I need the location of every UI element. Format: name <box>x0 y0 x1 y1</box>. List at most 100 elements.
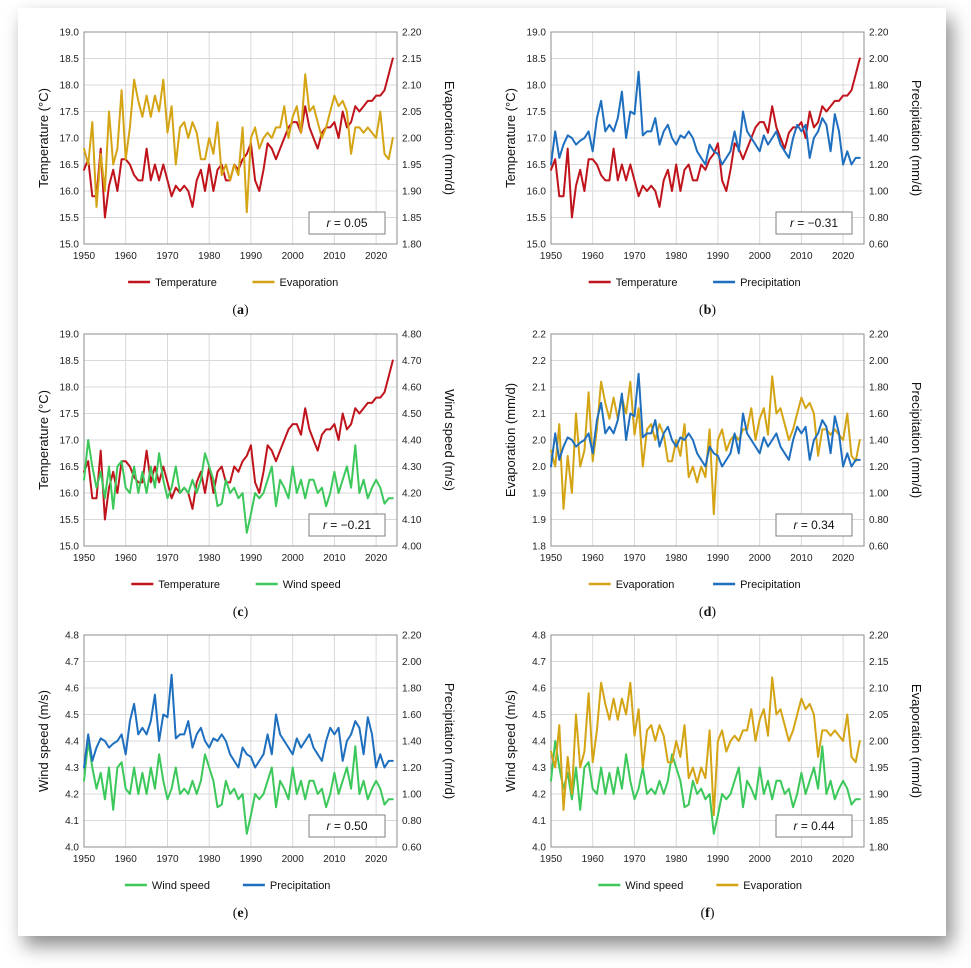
y-right-tick-label: 1.00 <box>869 187 889 198</box>
panel-label-letter: c <box>237 605 243 620</box>
y-left-axis-title: Temperature (°C) <box>503 88 518 188</box>
y-right-axis-title: Precipitation (mm/d) <box>909 80 924 196</box>
panel-label-paren: ) <box>711 605 716 620</box>
y-left-tick-label: 16.5 <box>527 160 547 171</box>
x-tick-label: 2010 <box>323 251 346 262</box>
y-left-axis-title: Wind speed (m/s) <box>503 690 518 792</box>
correlation-label: r = −0.31 <box>790 216 838 230</box>
x-tick-label: 2000 <box>749 251 772 262</box>
y-right-axis-title: Evaporation (mm/d) <box>909 684 924 798</box>
y-right-tick-label: 1.80 <box>869 843 889 854</box>
y-right-tick-label: 2.20 <box>869 28 889 39</box>
y-left-tick-label: 17.0 <box>60 134 80 145</box>
correlation-label: r = 0.34 <box>793 518 834 532</box>
chart-panel-0: 15.0 15.5 16.0 16.5 17.0 17.5 18.0 18.5 19.0 1.80… <box>36 28 457 319</box>
y-right-tick-label: 1.60 <box>402 710 422 721</box>
correlation-value: = −0.21 <box>327 518 371 532</box>
plot-frame <box>83 31 398 245</box>
correlation-label: r = 0.05 <box>326 216 367 230</box>
x-tick-label: 1990 <box>707 854 730 865</box>
panel-label-letter: a <box>237 303 244 318</box>
x-tick-label: 1960 <box>582 854 605 865</box>
y-left-tick-label: 15.0 <box>527 240 547 251</box>
y-right-tick-label: 0.80 <box>869 515 889 526</box>
y-left-tick-label: 16.0 <box>60 187 80 198</box>
panel-label-paren: ( <box>233 605 238 620</box>
y-right-tick-label: 1.80 <box>402 684 422 695</box>
y-right-tick-label: 4.50 <box>402 409 422 420</box>
y-right-tick-label: 1.40 <box>869 436 889 447</box>
correlation-r-symbol: r <box>326 216 331 230</box>
panel-label-paren: ( <box>233 906 238 921</box>
y-right-tick-label: 1.20 <box>402 763 422 774</box>
series-line-temperature <box>550 57 861 219</box>
y-left-tick-label: 4.6 <box>65 684 79 695</box>
series-line-wind-speed <box>83 740 394 835</box>
y-right-tick-label: 2.10 <box>402 81 422 92</box>
y-right-tick-label: 4.10 <box>402 515 422 526</box>
y-right-tick-label: 4.20 <box>402 489 422 500</box>
correlation-label: r = −0.21 <box>323 518 371 532</box>
series-line-precipitation <box>83 673 394 769</box>
x-tick-label: 2000 <box>749 553 772 564</box>
panel-label: (d) <box>699 605 716 620</box>
correlation-box <box>775 513 853 537</box>
y-right-tick-label: 2.20 <box>869 330 889 341</box>
y-left-axis-title: Wind speed (m/s) <box>36 690 51 792</box>
correlation-r-symbol: r <box>790 216 795 230</box>
y-left-tick-label: 4.6 <box>532 684 546 695</box>
y-left-axis-title: Temperature (°C) <box>36 390 51 490</box>
legend-label: Wind speed <box>152 880 210 892</box>
y-left-axis-title: Temperature (°C) <box>36 88 51 188</box>
y-right-axis-title: Precipitation (mm/d) <box>909 382 924 498</box>
y-right-tick-label: 1.80 <box>869 383 889 394</box>
y-left-tick-label: 17.0 <box>60 436 80 447</box>
y-left-tick-label: 15.5 <box>527 213 547 224</box>
y-left-tick-label: 4.1 <box>532 816 546 827</box>
y-left-tick-label: 1.8 <box>532 542 546 553</box>
y-right-tick-label: 1.20 <box>869 160 889 171</box>
y-right-tick-label: 1.00 <box>402 790 422 801</box>
y-left-tick-label: 17.5 <box>60 107 80 118</box>
x-tick-label: 1980 <box>198 251 221 262</box>
x-tick-label: 1980 <box>665 553 688 564</box>
y-right-tick-label: 1.90 <box>869 790 889 801</box>
y-right-tick-label: 0.80 <box>869 213 889 224</box>
x-tick-label: 1960 <box>115 553 138 564</box>
y-right-tick-label: 2.00 <box>869 737 889 748</box>
correlation-box <box>308 513 386 537</box>
x-tick-label: 2000 <box>282 251 305 262</box>
y-left-tick-label: 4.0 <box>532 843 546 854</box>
y-right-tick-label: 2.00 <box>869 356 889 367</box>
y-right-tick-label: 1.80 <box>402 240 422 251</box>
legend-label: Precipitation <box>270 880 331 892</box>
correlation-r-symbol: r <box>793 518 798 532</box>
y-right-tick-label: 1.40 <box>869 134 889 145</box>
y-left-tick-label: 18.5 <box>60 356 80 367</box>
correlation-r-symbol: r <box>323 518 328 532</box>
y-left-tick-label: 4.7 <box>65 657 79 668</box>
y-left-tick-label: 16.0 <box>60 489 80 500</box>
y-right-tick-label: 1.85 <box>869 816 889 827</box>
x-tick-label: 1990 <box>240 854 263 865</box>
y-right-tick-label: 1.40 <box>402 737 422 748</box>
correlation-box <box>308 814 386 838</box>
panel-label-paren: ( <box>699 303 704 318</box>
y-left-tick-label: 4.3 <box>65 763 79 774</box>
chart-panel-1: 15.0 15.5 16.0 16.5 17.0 17.5 18.0 18.5 19.0 0.60… <box>503 28 924 319</box>
x-tick-label: 2000 <box>282 553 305 564</box>
legend-label: Evaporation <box>616 579 675 591</box>
y-left-axis-title: Evaporation (mm/d) <box>503 383 518 497</box>
y-left-tick-label: 2.2 <box>532 330 546 341</box>
x-tick-label: 2020 <box>365 553 388 564</box>
chart-panel-5: 4.0 4.1 4.2 4.3 4.4 4.5 4.6 4.7 4.8 1.80 1.85 1.90 1… <box>503 631 924 922</box>
y-right-tick-label: 1.95 <box>869 763 889 774</box>
y-right-tick-label: 4.70 <box>402 356 422 367</box>
y-left-tick-label: 18.5 <box>60 54 80 65</box>
x-tick-label: 2010 <box>790 854 813 865</box>
correlation-label: r = 0.50 <box>326 819 367 833</box>
panel-label-paren: ) <box>710 906 715 921</box>
legend-label: Temperature <box>155 277 217 289</box>
y-right-tick-label: 2.20 <box>869 631 889 642</box>
series-line-wind-speed <box>550 740 861 835</box>
